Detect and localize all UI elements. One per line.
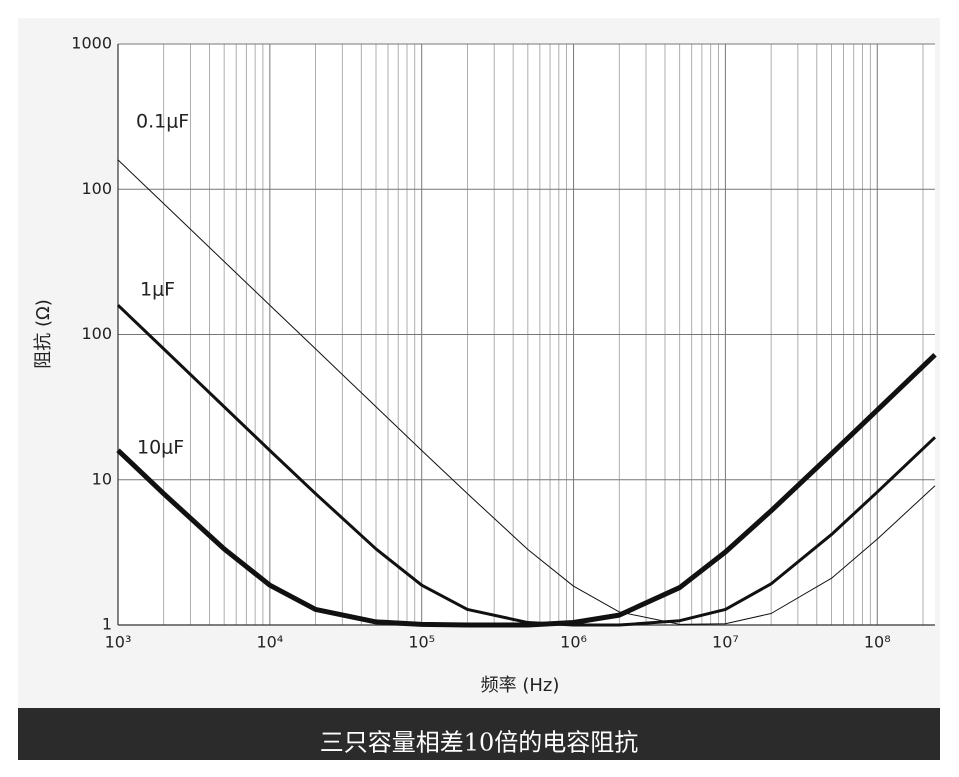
- y-tick-label: 10: [92, 469, 112, 488]
- x-tick-label: 10⁶: [560, 633, 587, 652]
- y-tick-label: 100: [81, 179, 112, 198]
- x-tick-label: 10⁵: [408, 633, 435, 652]
- y-tick-label: 100: [81, 324, 112, 343]
- series-label: 10μF: [137, 437, 184, 459]
- x-tick-label: 10⁸: [864, 633, 891, 652]
- caption: 三只容量相差10倍的电容阻抗: [320, 729, 639, 757]
- series-line: [116, 353, 937, 628]
- y-tick-label: 1: [102, 615, 112, 634]
- x-tick-label: 10³: [105, 633, 132, 652]
- series-label: 1μF: [140, 279, 175, 301]
- x-tick-label: 10⁴: [256, 633, 283, 652]
- x-tick-label: 10⁷: [712, 633, 739, 652]
- caption-bar: [18, 708, 940, 760]
- y-axis-label: 阻抗 (Ω): [33, 299, 54, 369]
- x-axis-label: 频率 (Hz): [481, 675, 560, 696]
- series-line: [117, 159, 936, 625]
- y-tick-label: 1000: [71, 34, 112, 53]
- series-label: 0.1μF: [136, 111, 189, 133]
